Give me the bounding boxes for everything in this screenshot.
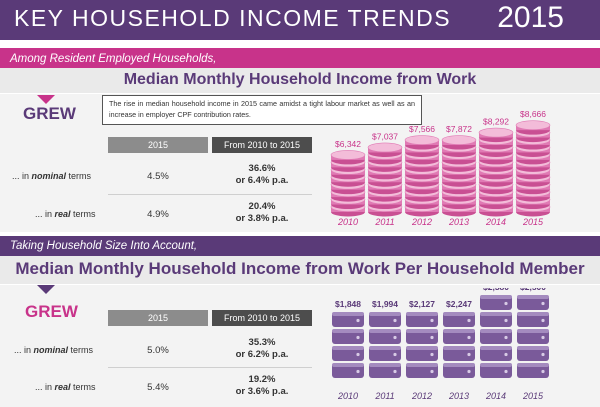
section1-title-bar: Median Monthly Household Income from Wor… — [0, 68, 600, 93]
bar-value-label: $1,994 — [372, 299, 398, 309]
section2-row-real-change: 19.2% or 3.6% p.a. — [235, 374, 289, 397]
section1-note: The rise in median household income in 2… — [102, 95, 422, 125]
wallet-stack-bar — [406, 312, 438, 378]
section2-col-change: From 2010 to 2015 — [212, 310, 312, 326]
section2-grew: GREW — [25, 302, 78, 321]
section2-row-nominal-change: 35.3% or 6.2% p.a. — [235, 337, 289, 360]
bar-value-label: $8,292 — [483, 117, 509, 127]
year-tick-label: 2012 — [411, 217, 432, 227]
bar-value-label: $7,872 — [446, 124, 472, 134]
year-tick-label: 2011 — [374, 217, 394, 227]
coin-stack-chart: $6,342 2010 $7,037 2011 $7,566 2012 $7,872 2013… — [330, 109, 551, 227]
bar-value-label: $7,566 — [409, 124, 435, 134]
bar-value-label: $2,127 — [409, 299, 435, 309]
bar-value-label: $7,037 — [372, 131, 398, 141]
section1-subtitle: Among Resident Employed Households, — [10, 53, 217, 65]
section1-title: Median Monthly Household Income from Wor… — [123, 71, 477, 88]
wallet-stack-bar — [480, 295, 512, 378]
bar-value-label: $8,666 — [520, 109, 546, 119]
section2-row-real-value: 5.4% — [147, 382, 169, 393]
coin-stack-bar — [478, 127, 514, 217]
coin-stack-bar — [404, 135, 440, 217]
year-tick-label: 2014 — [485, 391, 506, 401]
year-tick-label: 2013 — [448, 391, 469, 401]
bar-value-label: $1,848 — [335, 299, 361, 309]
page-title: KEY HOUSEHOLD INCOME TRENDS — [14, 5, 452, 31]
section1-grew: GREW — [23, 104, 76, 123]
wallet-stack-bar — [517, 295, 549, 378]
section2-title: Median Monthly Household Income from Wor… — [15, 259, 585, 278]
bar-value-label: $2,380 — [483, 288, 509, 292]
bar-value-label: $2,500 — [520, 288, 546, 292]
year-tick-label: 2010 — [337, 391, 358, 401]
section1-col-change: From 2010 to 2015 — [212, 137, 312, 153]
section2-row-nominal-value: 5.0% — [147, 345, 169, 356]
bar-value-label: $2,247 — [446, 299, 472, 309]
section1-row-real-value: 4.9% — [147, 209, 169, 220]
section1-row-nominal-value: 4.5% — [147, 171, 169, 182]
year-tick-label: 2012 — [411, 391, 432, 401]
section1-row-nominal-label: ... in nominal terms — [12, 171, 92, 181]
year-tick-label: 2010 — [337, 217, 358, 227]
year-tick-label: 2015 — [522, 217, 544, 227]
section2-subtitle-bar: Taking Household Size Into Account, — [0, 236, 600, 257]
coin-stack-bar — [330, 150, 366, 217]
section2-col-2015: 2015 — [108, 310, 208, 326]
section1-caret-icon — [37, 95, 55, 104]
section1-row-nominal-change: 36.6% or 6.4% p.a. — [235, 163, 289, 186]
section1-row-real-label: ... in real terms — [35, 209, 96, 219]
section2-subtitle: Taking Household Size Into Account, — [10, 240, 198, 252]
section1-row-real-change: 20.4% or 3.8% p.a. — [235, 201, 289, 224]
wallet-stack-chart: $1,848 2010 $1,994 2011 $2,127 2012 $2,247 2013… — [332, 288, 549, 401]
section2-row-nominal-label: ... in nominal terms — [14, 345, 94, 355]
year-tick-label: 2013 — [448, 217, 469, 227]
section1-col-2015: 2015 — [108, 137, 208, 153]
year-tick-label: 2014 — [485, 217, 506, 227]
wallet-stack-bar — [443, 312, 475, 378]
coin-stack-bar — [515, 120, 551, 217]
coin-stack-bar — [367, 142, 403, 217]
coin-stack-bar — [441, 135, 477, 217]
section1-row-divider — [108, 194, 312, 195]
section2-row-divider — [108, 367, 312, 368]
year-tick-label: 2011 — [374, 391, 394, 401]
section2-row-real-label: ... in real terms — [35, 382, 96, 392]
bar-value-label: $6,342 — [335, 139, 361, 149]
wallet-stack-bar — [369, 312, 401, 378]
section2-caret-icon — [37, 285, 55, 294]
year-tick-label: 2015 — [522, 391, 544, 401]
section2-title-bar: Median Monthly Household Income from Wor… — [0, 256, 600, 284]
wallet-stack-bar — [332, 312, 364, 378]
header-banner: KEY HOUSEHOLD INCOME TRENDS 2015 — [0, 0, 600, 40]
page-year: 2015 — [497, 1, 564, 34]
